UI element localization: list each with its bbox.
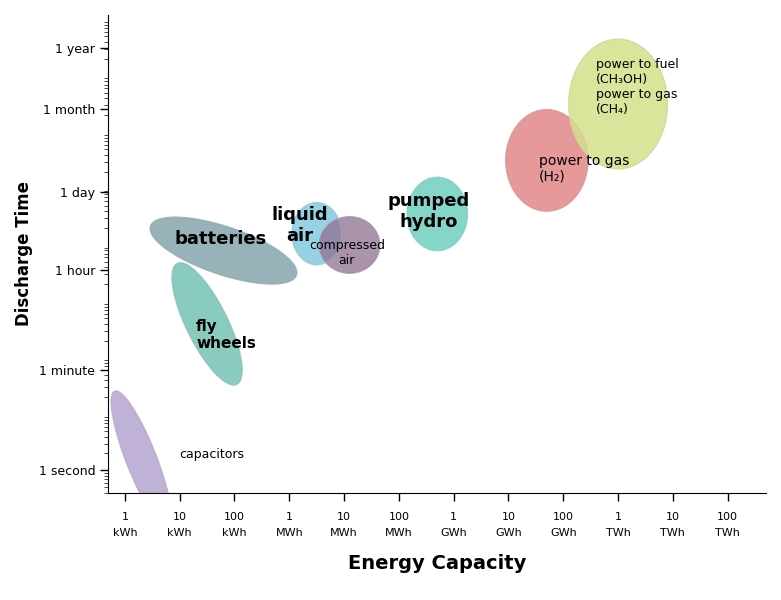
- Polygon shape: [407, 178, 467, 251]
- Text: kWh: kWh: [167, 527, 192, 538]
- Text: power to fuel
(CH₃OH)
power to gas
(CH₄): power to fuel (CH₃OH) power to gas (CH₄): [596, 58, 679, 116]
- Text: 1: 1: [121, 512, 128, 523]
- Text: compressed
air: compressed air: [308, 239, 385, 268]
- Text: power to gas
(H₂): power to gas (H₂): [539, 154, 629, 184]
- Text: TWh: TWh: [661, 527, 686, 538]
- Polygon shape: [172, 263, 242, 385]
- Text: kWh: kWh: [112, 527, 137, 538]
- Text: 1: 1: [450, 512, 457, 523]
- Text: TWh: TWh: [715, 527, 740, 538]
- Text: pumped
hydro: pumped hydro: [388, 192, 470, 230]
- Y-axis label: Discharge Time: Discharge Time: [15, 181, 33, 326]
- Polygon shape: [292, 203, 341, 265]
- Text: GWh: GWh: [550, 527, 576, 538]
- Text: fly
wheels: fly wheels: [196, 319, 256, 352]
- Text: 1: 1: [615, 512, 622, 523]
- Text: 10: 10: [173, 512, 187, 523]
- Text: MWh: MWh: [385, 527, 412, 538]
- Polygon shape: [319, 217, 380, 273]
- Polygon shape: [569, 39, 668, 169]
- Text: kWh: kWh: [222, 527, 247, 538]
- Polygon shape: [111, 391, 172, 527]
- Text: 100: 100: [224, 512, 245, 523]
- Text: batteries: batteries: [174, 230, 266, 248]
- Polygon shape: [506, 110, 588, 211]
- Text: 10: 10: [337, 512, 351, 523]
- Text: 100: 100: [388, 512, 409, 523]
- Text: GWh: GWh: [440, 527, 467, 538]
- Text: 10: 10: [501, 512, 515, 523]
- Text: GWh: GWh: [495, 527, 522, 538]
- Text: capacitors: capacitors: [180, 448, 244, 461]
- X-axis label: Energy Capacity: Energy Capacity: [348, 554, 526, 573]
- Text: MWh: MWh: [276, 527, 303, 538]
- Polygon shape: [150, 217, 297, 284]
- Text: 10: 10: [666, 512, 680, 523]
- Text: TWh: TWh: [605, 527, 630, 538]
- Text: 100: 100: [717, 512, 738, 523]
- Text: MWh: MWh: [330, 527, 358, 538]
- Text: 100: 100: [553, 512, 574, 523]
- Text: liquid
air: liquid air: [272, 206, 329, 245]
- Text: 1: 1: [286, 512, 293, 523]
